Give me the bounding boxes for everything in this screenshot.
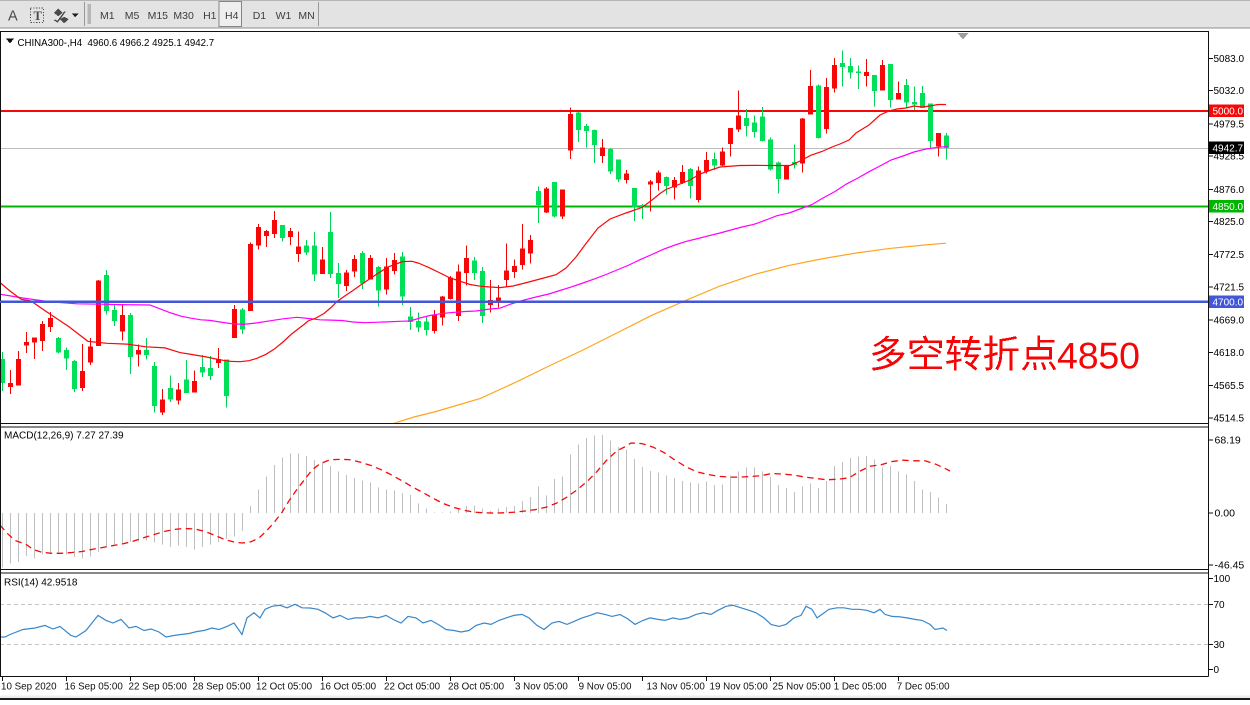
svg-text:M15: M15 bbox=[148, 10, 169, 22]
svg-text:4669.0: 4669.0 bbox=[1214, 316, 1245, 327]
svg-text:5083.0: 5083.0 bbox=[1214, 54, 1245, 65]
svg-text:W1: W1 bbox=[276, 10, 292, 22]
svg-text:30: 30 bbox=[1214, 640, 1226, 651]
svg-text:H4: H4 bbox=[225, 10, 239, 22]
svg-text:3 Nov 05:00: 3 Nov 05:00 bbox=[515, 682, 568, 693]
svg-text:22 Sep 05:00: 22 Sep 05:00 bbox=[129, 682, 188, 693]
svg-text:4825.0: 4825.0 bbox=[1214, 217, 1245, 228]
svg-text:M1: M1 bbox=[100, 10, 115, 22]
svg-text:9 Nov 05:00: 9 Nov 05:00 bbox=[579, 682, 632, 693]
svg-text:68.19: 68.19 bbox=[1215, 435, 1241, 447]
svg-text:0.00: 0.00 bbox=[1215, 508, 1236, 520]
svg-text:5000.0: 5000.0 bbox=[1213, 107, 1244, 118]
svg-text:M5: M5 bbox=[125, 10, 140, 22]
svg-text:19 Nov 05:00: 19 Nov 05:00 bbox=[710, 682, 769, 693]
svg-text:10 Sep 2020: 10 Sep 2020 bbox=[1, 682, 57, 693]
svg-text:1 Dec 05:00: 1 Dec 05:00 bbox=[834, 682, 887, 693]
svg-text:4928.5: 4928.5 bbox=[1214, 152, 1245, 163]
svg-text:4850.0: 4850.0 bbox=[1213, 202, 1244, 213]
svg-text:-46.45: -46.45 bbox=[1215, 560, 1245, 572]
svg-text:MN: MN bbox=[298, 10, 314, 22]
svg-text:7 Dec 05:00: 7 Dec 05:00 bbox=[897, 682, 950, 693]
svg-text:T: T bbox=[34, 9, 43, 23]
svg-text:28 Sep 05:00: 28 Sep 05:00 bbox=[193, 682, 252, 693]
svg-text:4618.0: 4618.0 bbox=[1214, 348, 1245, 359]
svg-text:4979.5: 4979.5 bbox=[1214, 119, 1245, 130]
svg-text:4772.5: 4772.5 bbox=[1214, 250, 1245, 261]
svg-text:16 Oct 05:00: 16 Oct 05:00 bbox=[320, 682, 377, 693]
svg-text:100: 100 bbox=[1214, 574, 1231, 585]
svg-text:4514.5: 4514.5 bbox=[1214, 414, 1245, 425]
svg-text:5032.0: 5032.0 bbox=[1214, 86, 1245, 97]
svg-text:RSI(14) 42.9518: RSI(14) 42.9518 bbox=[4, 578, 78, 589]
svg-text:16 Sep 05:00: 16 Sep 05:00 bbox=[65, 682, 124, 693]
svg-text:12 Oct 05:00: 12 Oct 05:00 bbox=[256, 682, 313, 693]
svg-text:D1: D1 bbox=[253, 10, 267, 22]
svg-text:4721.5: 4721.5 bbox=[1214, 283, 1245, 294]
svg-text:70: 70 bbox=[1214, 600, 1226, 611]
svg-text:0: 0 bbox=[1214, 665, 1220, 676]
svg-text:4850: 4850 bbox=[1057, 335, 1140, 377]
svg-text:25 Nov 05:00: 25 Nov 05:00 bbox=[773, 682, 832, 693]
svg-text:M30: M30 bbox=[173, 10, 194, 22]
svg-text:4565.5: 4565.5 bbox=[1214, 381, 1245, 392]
svg-text:22 Oct 05:00: 22 Oct 05:00 bbox=[384, 682, 441, 693]
svg-text:A: A bbox=[8, 9, 18, 25]
svg-text:H1: H1 bbox=[203, 10, 217, 22]
svg-text:28 Oct 05:00: 28 Oct 05:00 bbox=[448, 682, 505, 693]
svg-text:4876.0: 4876.0 bbox=[1214, 185, 1245, 196]
svg-text:CHINA300-,H4 4960.6 4966.2 49: CHINA300-,H4 4960.6 4966.2 4925.1 4942.7 bbox=[18, 38, 215, 49]
svg-text:4700.0: 4700.0 bbox=[1213, 298, 1244, 309]
svg-text:13 Nov 05:00: 13 Nov 05:00 bbox=[647, 682, 706, 693]
svg-text:4942.7: 4942.7 bbox=[1213, 144, 1244, 155]
svg-text:MACD(12,26,9) 7.27 27.39: MACD(12,26,9) 7.27 27.39 bbox=[4, 430, 124, 441]
